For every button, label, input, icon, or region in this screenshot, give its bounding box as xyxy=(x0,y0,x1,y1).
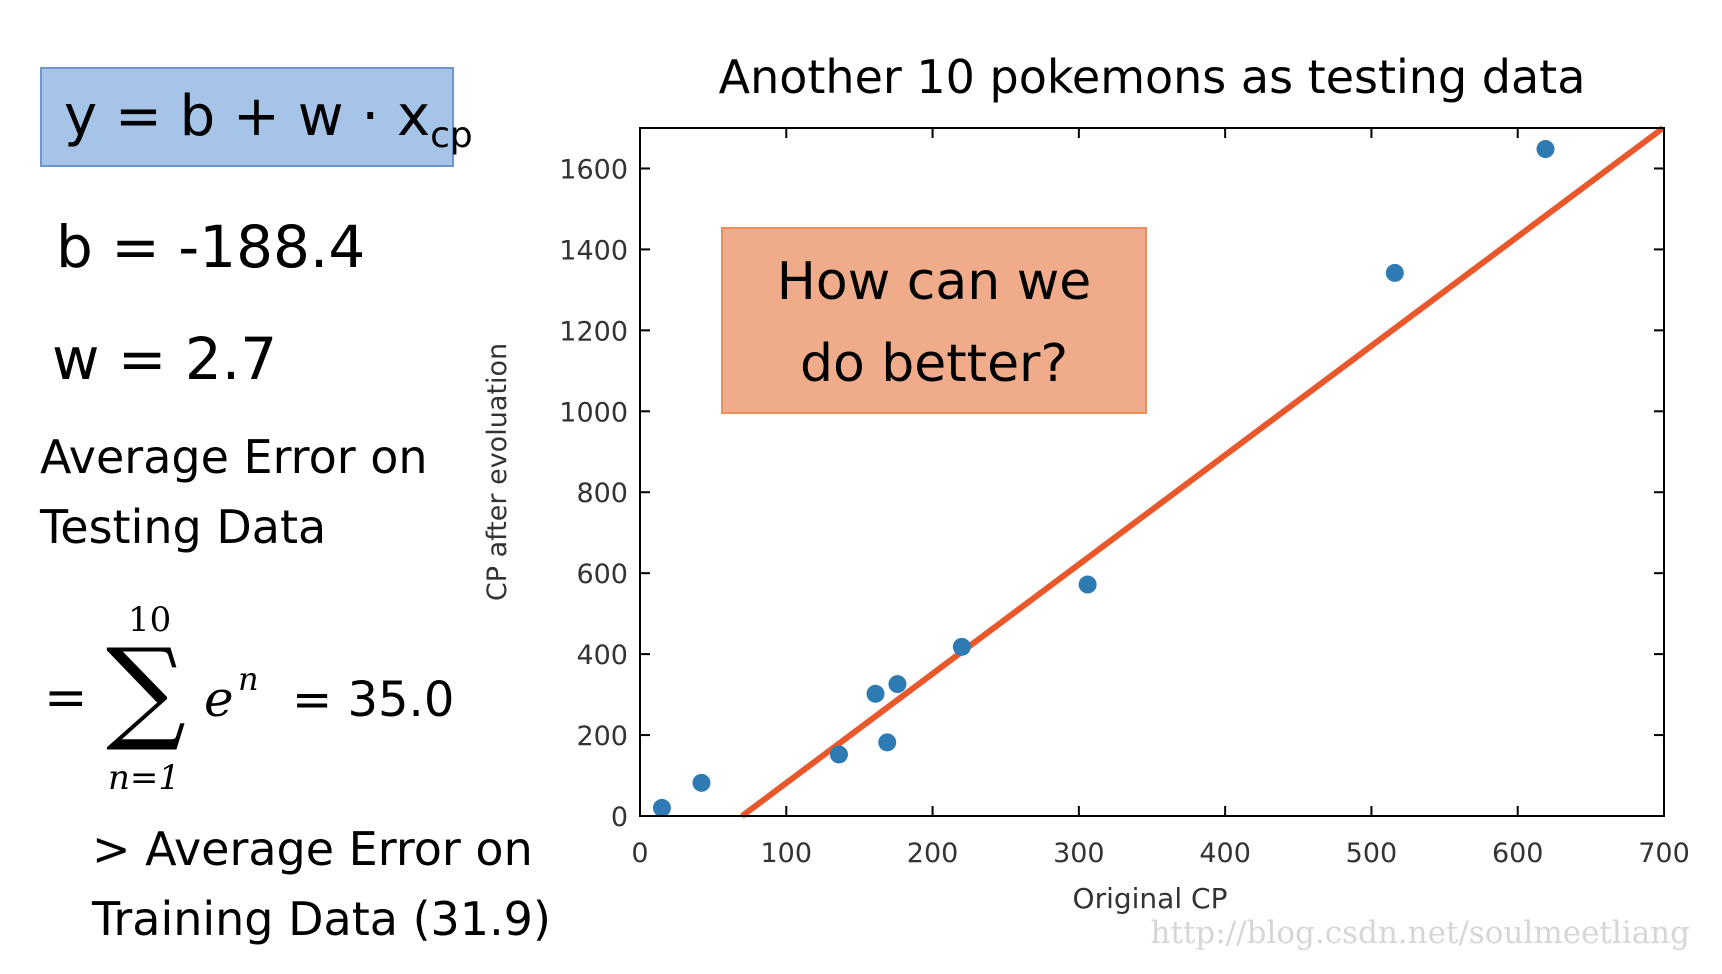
avg-error-line-1: Average Error on xyxy=(40,430,428,484)
y-tick-label: 800 xyxy=(576,478,628,509)
data-point xyxy=(1078,575,1097,594)
y-tick-label: 400 xyxy=(576,640,628,671)
sum-term-superscript: n xyxy=(238,660,259,698)
x-tick-label: 700 xyxy=(1638,838,1690,869)
sum-lower-limit: n=1 xyxy=(108,758,181,798)
x-tick-label: 0 xyxy=(631,838,648,869)
x-tick-label: 300 xyxy=(1053,838,1105,869)
formula-subscript: cp xyxy=(430,115,473,156)
data-point xyxy=(1385,263,1404,282)
x-tick-label: 100 xyxy=(761,838,813,869)
compare-line-2: Training Data (31.9) xyxy=(92,892,551,946)
data-point xyxy=(866,684,885,703)
y-tick-label: 1400 xyxy=(559,235,628,266)
data-point xyxy=(829,745,848,764)
sum-equals: = xyxy=(44,668,88,728)
x-tick-label: 400 xyxy=(1199,838,1251,869)
sum-result: = 35.0 xyxy=(292,672,455,728)
chart-title: Another 10 pokemons as testing data xyxy=(719,50,1586,104)
data-point xyxy=(652,798,671,817)
plot-frame xyxy=(639,127,1665,817)
sum-upper-limit: 10 xyxy=(128,600,172,640)
data-point xyxy=(692,773,711,792)
w-value: w = 2.7 xyxy=(52,325,278,393)
sum-term: e xyxy=(204,670,234,728)
callout-box xyxy=(721,227,1147,414)
y-tick-label: 1200 xyxy=(559,316,628,347)
sigma-symbol: ∑ xyxy=(106,625,186,755)
y-tick-label: 1000 xyxy=(559,397,628,428)
y-tick-label: 600 xyxy=(576,559,628,590)
y-tick-label: 200 xyxy=(576,721,628,752)
callout-line-1: How can we xyxy=(777,252,1091,312)
callout-line-2: do better? xyxy=(800,334,1068,394)
regression-line xyxy=(740,125,1665,819)
x-tick-label: 600 xyxy=(1492,838,1544,869)
watermark: http://blog.csdn.net/soulmeetliang xyxy=(1151,915,1690,951)
y-axis-label: CP after evoluation xyxy=(482,343,513,601)
formula-box: y = b + w · xcp xyxy=(40,67,473,167)
x-axis-label: Original CP xyxy=(1073,882,1228,915)
avg-error-line-2: Testing Data xyxy=(40,500,327,554)
data-point xyxy=(888,675,907,694)
b-value: b = -188.4 xyxy=(56,213,366,281)
x-tick-label: 200 xyxy=(907,838,959,869)
data-point xyxy=(1536,140,1555,159)
y-tick-label: 0 xyxy=(611,802,628,833)
plot-area: 0 100 200 300 400 500 600 700 0 200 400 600 800 1000 1… xyxy=(559,125,1690,869)
x-tick-label: 500 xyxy=(1346,838,1398,869)
compare-line-1: > Average Error on xyxy=(92,822,533,876)
data-point xyxy=(952,637,971,656)
y-tick-label: 1600 xyxy=(559,154,628,185)
data-point xyxy=(878,733,897,752)
sum-formula: = 10 ∑ n=1 e n = 35.0 xyxy=(44,600,464,800)
formula-main: y = b + w · x xyxy=(64,84,431,149)
